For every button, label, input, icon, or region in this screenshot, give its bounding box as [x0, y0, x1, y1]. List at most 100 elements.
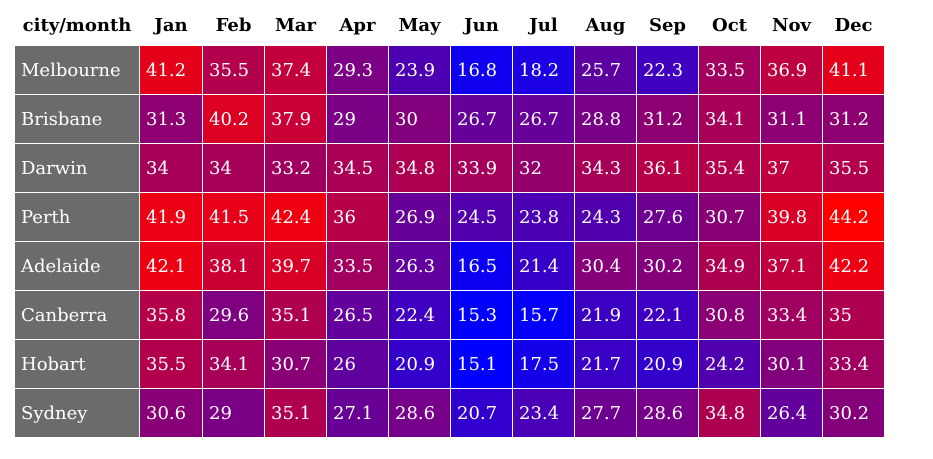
column-header-sep: Sep [636, 4, 699, 46]
heat-cell: 22.1 [636, 290, 699, 340]
heat-cell: 33.5 [326, 241, 389, 291]
heat-cell: 15.7 [512, 290, 575, 340]
heat-cell: 21.9 [574, 290, 637, 340]
heat-cell: 25.7 [574, 45, 637, 95]
heat-cell: 34.9 [698, 241, 761, 291]
heatmap-table: city/month Jan Feb Mar Apr May Jun Jul Aug Sep Oc… [14, 4, 885, 438]
heat-cell: 29 [202, 388, 265, 438]
heat-cell: 17.5 [512, 339, 575, 389]
heat-cell: 29.6 [202, 290, 265, 340]
heat-cell: 33.4 [760, 290, 823, 340]
heat-cell: 35.5 [139, 339, 203, 389]
row-label-darwin: Darwin [14, 143, 140, 193]
heat-cell: 34.1 [698, 94, 761, 144]
heat-cell: 33.5 [698, 45, 761, 95]
heat-cell: 30.2 [822, 388, 885, 438]
heat-cell: 42.4 [264, 192, 327, 242]
heat-cell: 29 [326, 94, 389, 144]
heat-cell: 26 [326, 339, 389, 389]
heat-cell: 27.1 [326, 388, 389, 438]
heat-cell: 30.8 [698, 290, 761, 340]
heat-cell: 41.9 [139, 192, 203, 242]
column-header-mar: Mar [264, 4, 327, 46]
heat-cell: 34 [139, 143, 203, 193]
heat-cell: 23.4 [512, 388, 575, 438]
heat-cell: 30.4 [574, 241, 637, 291]
heat-cell: 30.7 [264, 339, 327, 389]
table-row: Brisbane 31.3 40.2 37.9 29 30 26.7 26.7 28.8 31.2… [14, 94, 885, 144]
row-label-melbourne: Melbourne [14, 45, 140, 95]
heat-cell: 27.6 [636, 192, 699, 242]
heat-cell: 26.3 [388, 241, 451, 291]
heat-cell: 38.1 [202, 241, 265, 291]
heat-cell: 36 [326, 192, 389, 242]
heat-cell: 30.6 [139, 388, 203, 438]
heat-cell: 34 [202, 143, 265, 193]
heat-cell: 32 [512, 143, 575, 193]
heat-cell: 28.6 [636, 388, 699, 438]
table-row: Hobart 35.5 34.1 30.7 26 20.9 15.1 17.5 21.7 20.9… [14, 339, 885, 389]
table-row: Adelaide 42.1 38.1 39.7 33.5 26.3 16.5 21.4 30.4… [14, 241, 885, 291]
heat-cell: 35.5 [822, 143, 885, 193]
heat-cell: 20.7 [450, 388, 513, 438]
corner-header: city/month [14, 4, 140, 46]
heat-cell: 35.4 [698, 143, 761, 193]
heat-cell: 37.1 [760, 241, 823, 291]
header-row: city/month Jan Feb Mar Apr May Jun Jul Aug Sep Oc… [14, 4, 885, 46]
heat-cell: 42.2 [822, 241, 885, 291]
column-header-aug: Aug [574, 4, 637, 46]
heat-cell: 22.3 [636, 45, 699, 95]
heat-cell: 24.2 [698, 339, 761, 389]
heat-cell: 30.7 [698, 192, 761, 242]
heat-cell: 34.8 [698, 388, 761, 438]
heat-cell: 34.5 [326, 143, 389, 193]
heat-cell: 34.8 [388, 143, 451, 193]
row-label-adelaide: Adelaide [14, 241, 140, 291]
heat-cell: 30.2 [636, 241, 699, 291]
heat-cell: 30 [388, 94, 451, 144]
heat-cell: 15.3 [450, 290, 513, 340]
heat-cell: 18.2 [512, 45, 575, 95]
heat-cell: 26.5 [326, 290, 389, 340]
heat-cell: 37.9 [264, 94, 327, 144]
table-row: Perth 41.9 41.5 42.4 36 26.9 24.5 23.8 24.3 27.6 3… [14, 192, 885, 242]
heat-cell: 26.4 [760, 388, 823, 438]
column-header-oct: Oct [698, 4, 761, 46]
heat-cell: 36.9 [760, 45, 823, 95]
row-label-brisbane: Brisbane [14, 94, 140, 144]
column-header-may: May [388, 4, 451, 46]
heat-cell: 44.2 [822, 192, 885, 242]
heat-cell: 21.7 [574, 339, 637, 389]
heat-cell: 35.1 [264, 388, 327, 438]
row-label-sydney: Sydney [14, 388, 140, 438]
heat-cell: 23.9 [388, 45, 451, 95]
heat-cell: 33.9 [450, 143, 513, 193]
heat-cell: 24.5 [450, 192, 513, 242]
heat-cell: 34.3 [574, 143, 637, 193]
heat-cell: 31.1 [760, 94, 823, 144]
heat-cell: 33.2 [264, 143, 327, 193]
heat-cell: 16.8 [450, 45, 513, 95]
heat-cell: 28.8 [574, 94, 637, 144]
table-row: Sydney 30.6 29 35.1 27.1 28.6 20.7 23.4 27.7 28.6… [14, 388, 885, 438]
heat-cell: 40.2 [202, 94, 265, 144]
table-row: Darwin 34 34 33.2 34.5 34.8 33.9 32 34.3 36.1 35.4… [14, 143, 885, 193]
heat-cell: 28.6 [388, 388, 451, 438]
heat-cell: 20.9 [636, 339, 699, 389]
heat-cell: 41.2 [139, 45, 203, 95]
heat-cell: 29.3 [326, 45, 389, 95]
heat-cell: 35.5 [202, 45, 265, 95]
heat-cell: 39.7 [264, 241, 327, 291]
heat-cell: 24.3 [574, 192, 637, 242]
heat-cell: 31.3 [139, 94, 203, 144]
heat-cell: 22.4 [388, 290, 451, 340]
column-header-nov: Nov [760, 4, 823, 46]
heat-cell: 23.8 [512, 192, 575, 242]
heat-cell: 41.5 [202, 192, 265, 242]
heatmap-body: Melbourne 41.2 35.5 37.4 29.3 23.9 16.8 18.2 25.… [14, 45, 885, 438]
row-label-canberra: Canberra [14, 290, 140, 340]
heat-cell: 21.4 [512, 241, 575, 291]
row-label-perth: Perth [14, 192, 140, 242]
heat-cell: 15.1 [450, 339, 513, 389]
heat-cell: 31.2 [822, 94, 885, 144]
